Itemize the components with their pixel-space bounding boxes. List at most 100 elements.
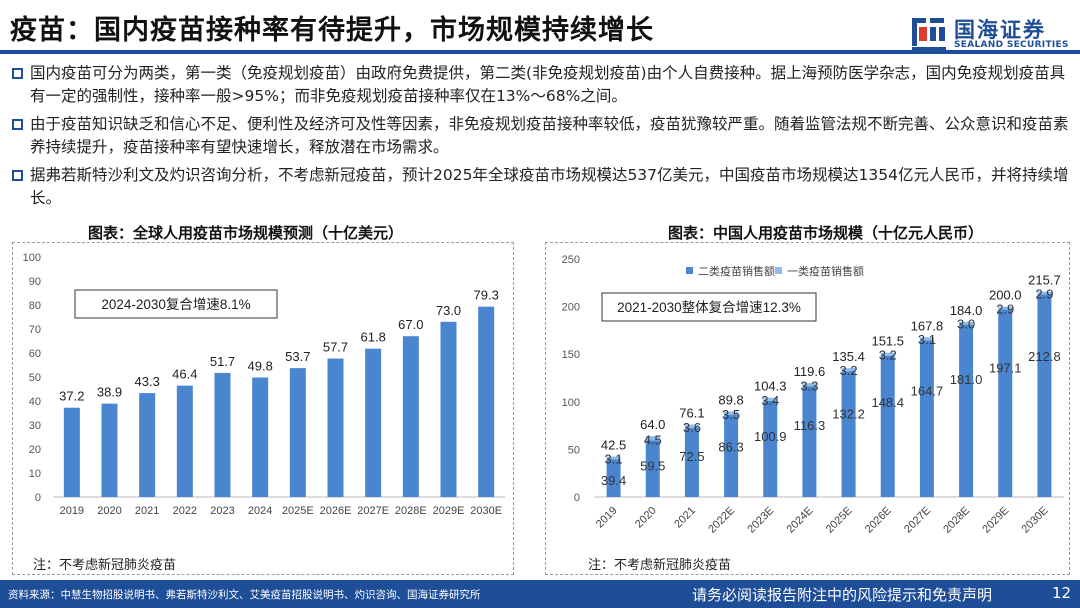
x-tick-label: 2030E (1020, 505, 1051, 536)
data-label: 79.3 (474, 288, 499, 303)
annotation-text: 2021-2030整体复合增速12.3% (617, 299, 801, 315)
series-label: 3.6 (683, 420, 701, 435)
series-label: 3.1 (605, 451, 623, 466)
bar-segment (919, 340, 934, 497)
series-label: 59.5 (640, 459, 665, 474)
y-tick-label: 70 (29, 324, 41, 336)
data-label: 67.0 (398, 317, 423, 332)
x-tick-label: 2025E (824, 505, 855, 536)
bullet-text: 国内疫苗可分为两类，第一类（免疫规划疫苗）由政府免费提供，第二类(非免疫规划疫苗… (30, 64, 1066, 105)
global-vaccine-market-chart: 0 10 20 30 40 50 60 70 80 90 100 37.2 2019 38.9 2020 43… (23, 252, 505, 517)
bar-segment (684, 424, 699, 428)
bullet-list: 国内疫苗可分为两类，第一类（免疫规划疫苗）由政府免费提供，第二类(非免疫规划疫苗… (10, 62, 1070, 215)
chart-note-global: 注：不考虑新冠肺炎疫苗 (33, 558, 177, 573)
page-number: 12 (1052, 584, 1072, 602)
series-label: 3.2 (840, 363, 858, 378)
bar (252, 377, 269, 497)
bar (176, 385, 193, 497)
data-label: 37.2 (59, 389, 84, 404)
y-tick-label: 90 (29, 276, 41, 288)
series-label: 86.3 (718, 439, 743, 454)
sealand-logo-icon (912, 18, 946, 51)
bar (402, 336, 419, 497)
bar (289, 368, 306, 497)
data-label: 53.7 (285, 349, 310, 364)
x-tick-label: 2021 (135, 505, 159, 517)
bullet-square-icon (12, 68, 23, 79)
total-label: 151.5 (871, 334, 904, 349)
y-tick-label: 100 (562, 397, 580, 409)
x-tick-label: 2027E (902, 505, 933, 536)
bullet-text: 据弗若斯特沙利文及灼识咨询分析，不考虑新冠疫苗，预计2025年全球疫苗市场规模达… (30, 166, 1069, 207)
bar-segment (606, 456, 621, 460)
bar (327, 358, 344, 497)
bar-segment (724, 411, 739, 415)
bar-segment (645, 440, 660, 497)
china-chart-panel: 0 50 100 150 200 250 二类疫苗销售额 一类疫苗销售额 42.5 3.1 39.4… (545, 242, 1070, 575)
y-tick-label: 20 (29, 444, 41, 456)
bar (101, 403, 118, 497)
bar (139, 393, 156, 497)
total-label: 89.8 (718, 393, 743, 408)
x-tick-label: 2026E (863, 505, 894, 536)
bar-segment (880, 352, 895, 356)
x-tick-label: 2029E (980, 505, 1011, 536)
data-label: 49.8 (248, 358, 273, 373)
x-tick-label: 2028E (941, 505, 972, 536)
x-tick-label: 2024E (785, 505, 816, 536)
bar (365, 348, 382, 497)
y-tick-label: 40 (29, 396, 41, 408)
x-tick-label: 2027E (357, 505, 389, 517)
series-label: 181.0 (950, 372, 983, 387)
y-tick-label: 50 (29, 372, 41, 384)
total-label: 135.4 (832, 349, 865, 364)
y-tick-label: 150 (562, 349, 580, 361)
series-label: 100.9 (754, 429, 787, 444)
total-label: 64.0 (640, 417, 665, 432)
bar-segment (1037, 291, 1052, 295)
series-label: 3.5 (722, 407, 740, 422)
bullet-square-icon (12, 119, 23, 130)
bullet-text: 由于疫苗知识缺乏和信心不足、便利性及经济可及性等因素，非免疫规划疫苗接种率较低，… (30, 115, 1069, 156)
series-label: 3.0 (957, 317, 975, 332)
annotation-text: 2024-2030复合增速8.1% (101, 296, 250, 312)
data-label: 43.3 (135, 374, 160, 389)
bullet-item: 据弗若斯特沙利文及灼识咨询分析，不考虑新冠疫苗，预计2025年全球疫苗市场规模达… (10, 164, 1070, 210)
series-label: 3.4 (761, 393, 779, 408)
bar-segment (998, 309, 1013, 497)
series-label: 148.4 (871, 395, 904, 410)
bar (478, 306, 495, 497)
bar (214, 372, 231, 497)
x-tick-label: 2019 (60, 505, 84, 517)
legend-label: 一类疫苗销售额 (787, 264, 864, 278)
total-label: 119.6 (794, 364, 826, 379)
series-label: 116.3 (794, 418, 826, 433)
footer-disclaimer: 请务必阅读报告附注中的风险提示和免责声明 (692, 586, 993, 604)
x-tick-label: 2030E (470, 505, 502, 517)
chart-note-china: 注：不考虑新冠肺炎疫苗 (588, 558, 732, 573)
x-tick-label: 2020 (633, 505, 659, 531)
bar-segment (606, 459, 621, 497)
bar-segment (1037, 294, 1052, 497)
data-label: 46.4 (172, 367, 197, 382)
x-tick-label: 2023 (210, 505, 234, 517)
legend-swatch (775, 267, 782, 274)
annotation-box (601, 292, 817, 322)
y-tick-label: 250 (562, 254, 580, 266)
logo-text-en: SEALAND SECURITIES (954, 40, 1069, 50)
series-label: 72.5 (679, 449, 704, 464)
series-label: 2.9 (996, 301, 1014, 316)
total-label: 215.7 (1028, 273, 1061, 288)
total-label: 104.3 (754, 379, 787, 394)
bar-segment (645, 436, 660, 441)
x-tick-label: 2028E (395, 505, 427, 517)
footer-source: 资料来源：中慧生物招股说明书、弗若斯特沙利文、艾美疫苗招股说明书、灼识咨询、国海… (8, 589, 481, 601)
x-tick-label: 2020 (97, 505, 121, 517)
bullet-item: 由于疫苗知识缺乏和信心不足、便利性及经济可及性等因素，非免疫规划疫苗接种率较低，… (10, 113, 1070, 159)
total-label: 42.5 (601, 438, 626, 453)
data-label: 57.7 (323, 340, 348, 355)
x-tick-label: 2023E (745, 505, 776, 536)
bar-segment (724, 414, 739, 497)
total-label: 184.0 (950, 303, 983, 318)
